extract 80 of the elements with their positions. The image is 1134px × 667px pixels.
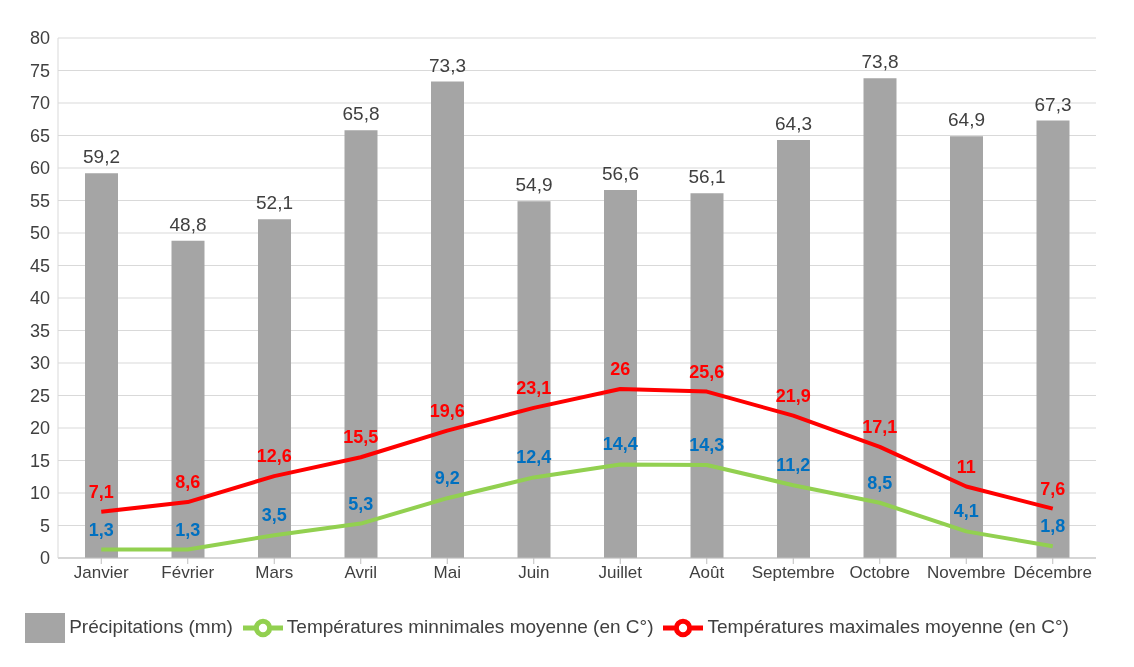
x-tick-label: Avril	[344, 563, 378, 583]
y-tick-label: 10	[29, 483, 50, 504]
data-label: 12,4	[516, 447, 552, 468]
data-label: 7,6	[1040, 478, 1066, 499]
data-label: 26	[610, 359, 631, 379]
data-label: 73,3	[429, 54, 466, 76]
data-label: 12,6	[256, 446, 292, 467]
data-label: 3,5	[261, 505, 287, 526]
y-tick-label: 75	[29, 60, 50, 81]
y-tick-label: 60	[29, 158, 50, 179]
data-label: 1,3	[88, 519, 114, 540]
y-tick-label: 45	[29, 255, 50, 276]
y-tick-label: 30	[29, 353, 50, 374]
x-tick-label: Novembre	[927, 563, 1006, 583]
bar	[171, 240, 205, 558]
x-tick-label: Septembre	[751, 563, 835, 583]
bar	[604, 190, 637, 558]
data-label: 11	[956, 456, 976, 477]
bar	[690, 193, 724, 558]
legend-label: Températures maximales moyenne (en C°)	[707, 616, 1069, 638]
data-label: 67,3	[1034, 93, 1072, 115]
y-tick-label: 55	[29, 190, 50, 211]
y-tick-label: 5	[39, 515, 50, 536]
data-label: 5,3	[348, 493, 374, 514]
bar	[344, 130, 378, 558]
data-label: 8,5	[867, 472, 893, 493]
data-label: 64,9	[948, 109, 985, 131]
x-tick-label: Décembre	[1013, 563, 1092, 583]
data-label: 54,9	[515, 174, 553, 196]
y-tick-label: 25	[29, 385, 50, 406]
data-label: 1,8	[1040, 516, 1066, 537]
data-label: 8,6	[175, 472, 201, 493]
bar	[431, 81, 464, 558]
y-tick-label: 50	[29, 223, 50, 244]
data-label: 48,8	[169, 213, 207, 235]
data-label: 64,3	[775, 113, 812, 135]
x-tick-label: Juillet	[598, 563, 643, 583]
bar	[85, 173, 118, 558]
data-label: 4,1	[953, 501, 979, 522]
bar	[258, 219, 291, 558]
x-tick-label: Juin	[518, 563, 550, 583]
data-label: 65,8	[342, 103, 380, 125]
data-label: 21,9	[775, 385, 811, 406]
y-tick-label: 40	[29, 288, 50, 309]
data-label: 1,3	[175, 519, 201, 540]
data-label: 14,4	[602, 434, 638, 455]
data-label: 23,1	[516, 377, 552, 398]
y-tick-label: 0	[39, 548, 50, 569]
data-label: 73,8	[861, 51, 899, 73]
data-label: 52,1	[256, 192, 293, 214]
y-tick-label: 15	[29, 450, 50, 471]
bar	[517, 201, 551, 558]
bar	[863, 78, 897, 558]
data-label: 19,6	[429, 400, 465, 421]
data-label: 59,2	[83, 146, 120, 168]
data-label: 7,1	[88, 481, 114, 502]
data-label: 56,1	[688, 166, 726, 188]
x-tick-label: Janvier	[73, 563, 129, 583]
data-label: 17,1	[862, 416, 898, 437]
y-tick-label: 20	[29, 418, 50, 439]
y-tick-label: 65	[29, 125, 50, 146]
x-tick-label: Octobre	[849, 563, 910, 583]
data-label: 15,5	[343, 427, 379, 448]
bar	[950, 136, 983, 558]
data-label: 14,3	[689, 435, 725, 456]
y-tick-label: 80	[29, 28, 50, 49]
legend-label: Températures minnimales moyenne (en C°)	[286, 616, 654, 638]
x-tick-label: Février	[161, 563, 215, 583]
x-tick-label: Août	[689, 563, 725, 583]
legend-label: Précipitations (mm)	[69, 616, 233, 638]
bar	[1036, 120, 1070, 558]
y-tick-label: 70	[29, 93, 50, 114]
x-tick-label: Mars	[255, 563, 294, 583]
data-label: 56,6	[602, 163, 639, 185]
data-label: 9,2	[434, 468, 460, 489]
y-tick-label: 35	[29, 320, 50, 341]
x-tick-label: Mai	[433, 563, 461, 583]
data-label: 11,2	[776, 455, 811, 476]
bar	[777, 140, 810, 558]
data-label: 25,6	[689, 361, 725, 382]
